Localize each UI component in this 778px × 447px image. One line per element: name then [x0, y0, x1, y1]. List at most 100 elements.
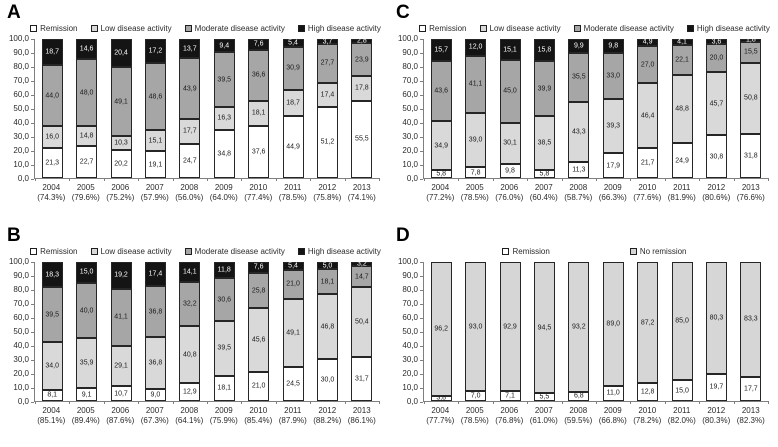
bar-segment: 10,7 — [110, 386, 132, 401]
x-label-percentage: (75.9%) — [209, 416, 238, 425]
bar-segment: 27,7 — [316, 44, 338, 83]
bar-segment-value: 21,0 — [251, 382, 266, 390]
x-tick-mark — [699, 178, 701, 181]
bar-2008: 11,3 43,3 35,5 9,9 — [568, 39, 590, 178]
x-tick-mark — [241, 401, 243, 404]
x-category-label: 2012 (75.8%) — [310, 183, 345, 203]
stacked-bar-chart-c: Remission Low disease activity Moderate di… — [395, 23, 770, 203]
x-tick-mark — [138, 178, 140, 181]
bar-segment-value: 8,1 — [47, 391, 58, 399]
x-label-percentage: (78.5%) — [278, 193, 307, 202]
bar-segment: 18,1 — [316, 268, 338, 295]
bar-segment: 3,8 — [430, 395, 452, 402]
x-label-percentage: (78.2%) — [633, 416, 662, 425]
bar-2011: 24,9 48,8 22,1 4,1 — [671, 38, 693, 178]
bar-segment-value: 24,9 — [675, 157, 689, 165]
bar-segment: 36,8 — [144, 286, 166, 338]
bar-segment-value: 9,4 — [219, 42, 230, 50]
y-tick-label: 40,0 — [402, 118, 418, 127]
x-label-year: 2006 — [111, 183, 130, 192]
bar-segment-value: 39,5 — [217, 344, 232, 352]
y-tick-mark — [420, 387, 423, 389]
x-tick-mark — [492, 401, 494, 404]
bar-segment: 21,0 — [248, 371, 270, 401]
y-tick-label: 60,0 — [402, 313, 418, 322]
bar-slot: 8,1 34,0 39,5 18,3 — [35, 262, 69, 401]
bar-2007: 5,8 38,5 39,9 15,8 — [533, 39, 555, 178]
x-category-label: 2010 (78.2%) — [630, 406, 665, 426]
y-tick-mark — [420, 331, 423, 333]
bar-segment: 50,4 — [351, 286, 373, 357]
bar-segment-value: 14,7 — [355, 273, 369, 281]
x-label-percentage: (64.0%) — [209, 193, 238, 202]
bar-segment-value: 9,0 — [150, 391, 161, 399]
bar-segment: 22,7 — [76, 146, 98, 178]
x-category-label: 2009 (66.8%) — [596, 406, 631, 426]
x-label-year: 2004 — [42, 406, 61, 415]
bar-segment: 3,2 — [351, 261, 373, 268]
bar-segment: 2,8 — [351, 37, 373, 44]
x-label-year: 2011 — [673, 406, 691, 415]
bar-slot: 34,8 16,3 39,5 9,4 — [207, 39, 241, 178]
legend-swatch-icon — [90, 25, 98, 32]
x-tick-mark — [527, 401, 529, 404]
x-label-percentage: (78.5%) — [460, 416, 489, 425]
x-tick-mark — [733, 178, 735, 181]
bar-2004: 21,3 16,0 44,0 18,7 — [41, 39, 63, 178]
bar-segment-value: 18,7 — [286, 99, 300, 107]
bar-2005: 7,8 39,0 41,1 12,0 — [465, 39, 487, 178]
bar-segment: 17,8 — [351, 76, 373, 101]
bar-segment: 20,4 — [110, 39, 132, 68]
x-tick-mark — [275, 401, 277, 404]
bar-segment-value: 27,0 — [640, 61, 655, 69]
legend-swatch-icon — [479, 25, 487, 32]
x-tick-mark — [699, 401, 701, 404]
bar-segment: 30,8 — [705, 135, 727, 178]
x-category-label: 2009 (66.3%) — [596, 183, 631, 203]
bar-segment: 5,8 — [533, 169, 555, 178]
bar-segment-value: 93,2 — [572, 323, 586, 331]
x-tick-mark — [275, 178, 277, 181]
y-tick-label: 60,0 — [13, 313, 29, 322]
bar-segment-value: 39,3 — [606, 122, 621, 130]
bar-segment-value: 49,1 — [114, 98, 128, 105]
bar-segment-value: 13,7 — [183, 45, 197, 53]
panel-d: D Remission No remission 0,0 10,0 20,0 30,0 4… — [389, 223, 778, 447]
bar-segment: 7,6 — [248, 39, 270, 50]
x-tick-mark — [664, 178, 666, 181]
bar-2008: 6,8 93,2 — [568, 262, 590, 401]
x-label-percentage: (79.6%) — [71, 193, 100, 202]
x-label-year: 2005 — [465, 183, 484, 192]
chart-legend: Remission Low disease activity Moderate di… — [395, 23, 770, 34]
bar-segment-value: 3,7 — [322, 38, 333, 46]
y-tick-label: 100,0 — [8, 34, 29, 43]
bar-segment-value: 87,2 — [640, 319, 655, 327]
bar-segment-value: 9,8 — [608, 42, 619, 50]
bar-slot: 7,0 93,0 — [458, 262, 492, 401]
x-label-year: 2007 — [534, 183, 553, 192]
bar-slot: 11,3 43,3 35,5 9,9 — [562, 39, 596, 178]
x-label-percentage: (76.6%) — [736, 193, 765, 202]
x-category-label: 2013 (76.6%) — [734, 183, 769, 203]
panel-letter-a: A — [7, 2, 22, 23]
bar-segment: 5,8 — [430, 169, 452, 178]
bar-segment: 9,0 — [144, 388, 166, 401]
legend-label: Remission — [40, 24, 78, 33]
bar-segment-value: 20,4 — [114, 49, 128, 57]
x-category-label: 2009 (64.0%) — [207, 183, 242, 203]
legend-label: Moderate disease activity — [194, 24, 285, 33]
legend-item: Low disease activity — [90, 247, 172, 256]
bar-2011: 44,9 18,7 30,9 5,4 — [282, 39, 304, 178]
x-label-year: 2008 — [569, 183, 588, 192]
x-label-year: 2004 — [431, 406, 450, 415]
bar-segment: 7,6 — [248, 262, 270, 273]
bar-segment-value: 89,0 — [606, 320, 621, 328]
x-tick-mark — [458, 401, 460, 404]
x-label-year: 2007 — [145, 183, 164, 192]
y-tick-mark — [420, 303, 423, 305]
bar-segment: 17,9 — [602, 153, 624, 178]
bar-slot: 24,9 48,8 22,1 4,1 — [665, 38, 699, 178]
bar-segment: 29,1 — [110, 345, 132, 387]
x-label-percentage: (57.9%) — [140, 193, 169, 202]
bar-segment-value: 35,9 — [79, 359, 94, 367]
